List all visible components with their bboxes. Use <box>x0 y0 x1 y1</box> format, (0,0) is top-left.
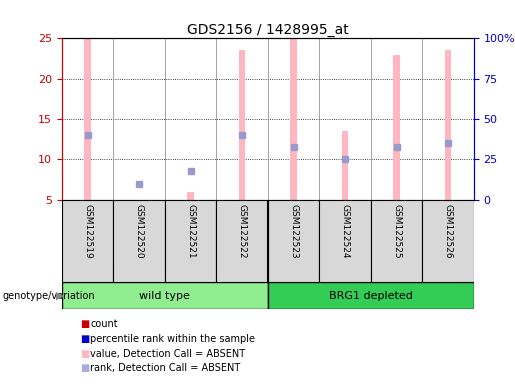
Text: rank, Detection Call = ABSENT: rank, Detection Call = ABSENT <box>90 363 241 373</box>
Bar <box>393 55 400 200</box>
Bar <box>290 38 297 200</box>
Bar <box>62 282 268 309</box>
Text: GSM122520: GSM122520 <box>134 204 144 258</box>
Text: GSM122521: GSM122521 <box>186 204 195 258</box>
Bar <box>268 200 319 282</box>
Bar <box>84 38 91 200</box>
Bar <box>342 131 348 200</box>
Text: percentile rank within the sample: percentile rank within the sample <box>90 334 255 344</box>
Bar <box>268 282 474 309</box>
Bar <box>62 200 113 282</box>
Text: ■: ■ <box>80 363 89 373</box>
Text: BRG1 depleted: BRG1 depleted <box>329 291 413 301</box>
Text: count: count <box>90 319 118 329</box>
Text: GSM122519: GSM122519 <box>83 204 92 258</box>
Title: GDS2156 / 1428995_at: GDS2156 / 1428995_at <box>187 23 349 37</box>
Bar <box>239 50 245 200</box>
Bar <box>422 200 474 282</box>
Bar <box>165 200 216 282</box>
Text: GSM122524: GSM122524 <box>340 204 350 258</box>
Bar <box>216 200 268 282</box>
Bar <box>187 192 194 200</box>
Text: GSM122525: GSM122525 <box>392 204 401 258</box>
Text: GSM122526: GSM122526 <box>443 204 453 258</box>
Text: ■: ■ <box>80 334 89 344</box>
Bar <box>113 200 165 282</box>
Text: wild type: wild type <box>140 291 190 301</box>
Text: ▶: ▶ <box>56 291 64 301</box>
Text: genotype/variation: genotype/variation <box>3 291 95 301</box>
Bar <box>371 200 422 282</box>
Bar <box>445 50 451 200</box>
Text: GSM122522: GSM122522 <box>237 204 247 258</box>
Text: value, Detection Call = ABSENT: value, Detection Call = ABSENT <box>90 349 245 359</box>
Text: ■: ■ <box>80 349 89 359</box>
Text: GSM122523: GSM122523 <box>289 204 298 258</box>
Bar <box>319 200 371 282</box>
Text: ■: ■ <box>80 319 89 329</box>
